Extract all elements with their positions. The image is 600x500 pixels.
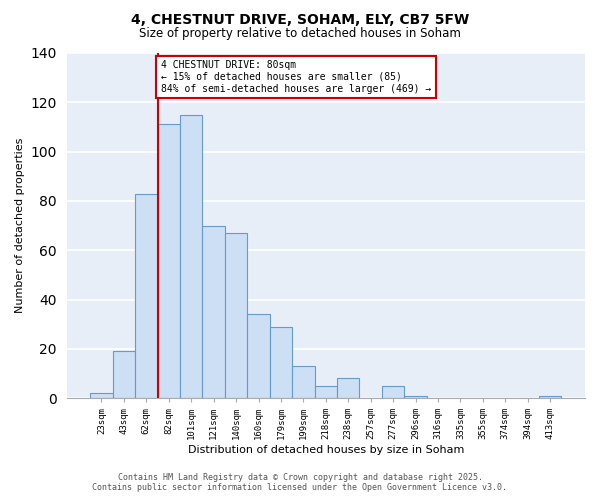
Bar xyxy=(404,396,427,398)
Text: Contains HM Land Registry data © Crown copyright and database right 2025.
Contai: Contains HM Land Registry data © Crown c… xyxy=(92,473,508,492)
Bar xyxy=(225,233,247,398)
Bar xyxy=(247,314,270,398)
Text: Size of property relative to detached houses in Soham: Size of property relative to detached ho… xyxy=(139,28,461,40)
X-axis label: Distribution of detached houses by size in Soham: Distribution of detached houses by size … xyxy=(188,445,464,455)
Bar xyxy=(539,396,562,398)
Bar xyxy=(202,226,225,398)
Bar xyxy=(113,352,135,398)
Bar xyxy=(382,386,404,398)
Text: 4, CHESTNUT DRIVE, SOHAM, ELY, CB7 5FW: 4, CHESTNUT DRIVE, SOHAM, ELY, CB7 5FW xyxy=(131,12,469,26)
Bar xyxy=(292,366,314,398)
Bar xyxy=(270,326,292,398)
Bar xyxy=(314,386,337,398)
Bar xyxy=(180,114,202,398)
Bar xyxy=(135,194,158,398)
Bar xyxy=(90,393,113,398)
Bar xyxy=(337,378,359,398)
Text: 4 CHESTNUT DRIVE: 80sqm
← 15% of detached houses are smaller (85)
84% of semi-de: 4 CHESTNUT DRIVE: 80sqm ← 15% of detache… xyxy=(161,60,431,94)
Y-axis label: Number of detached properties: Number of detached properties xyxy=(15,138,25,314)
Bar xyxy=(158,124,180,398)
